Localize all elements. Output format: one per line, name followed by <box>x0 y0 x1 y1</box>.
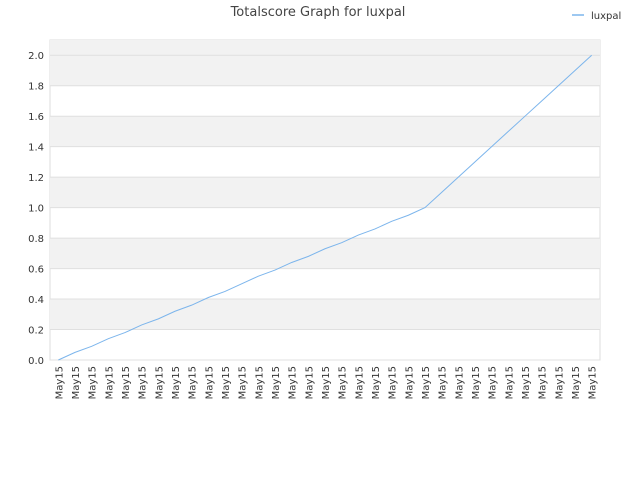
x-tick-label: May15 <box>571 366 582 399</box>
x-tick-label: May15 <box>204 366 215 399</box>
x-tick-label: May15 <box>288 366 299 399</box>
x-tick-label: May15 <box>304 366 315 399</box>
y-tick-label: 1.4 <box>28 143 44 154</box>
x-tick-label: May15 <box>54 366 65 399</box>
x-tick-label: May15 <box>88 366 99 399</box>
x-tick-label: May15 <box>271 366 282 399</box>
x-tick-label: May15 <box>554 366 565 399</box>
x-tick-label: May15 <box>188 366 199 399</box>
y-tick-label: 0.6 <box>28 265 44 276</box>
x-tick-label: May15 <box>454 366 465 399</box>
y-tick-label: 1.8 <box>28 82 44 93</box>
x-tick-label: May15 <box>221 366 232 399</box>
chart-title: Totalscore Graph for luxpal <box>230 5 406 20</box>
x-tick-label: May15 <box>71 366 82 399</box>
x-tick-label: May15 <box>388 366 399 399</box>
x-tick-label: May15 <box>138 366 149 399</box>
x-tick-label: May15 <box>438 366 449 399</box>
y-tick-label: 0.4 <box>28 295 44 306</box>
plot-band <box>50 177 600 208</box>
x-tick-label: May15 <box>521 366 532 399</box>
x-tick-label: May15 <box>338 366 349 399</box>
x-tick-label: May15 <box>588 366 599 399</box>
legend-label: luxpal <box>591 11 621 22</box>
plot-band <box>50 299 600 330</box>
x-tick-label: May15 <box>121 366 132 399</box>
y-tick-label: 2.0 <box>28 51 44 62</box>
y-tick-label: 0.0 <box>28 356 44 367</box>
x-tick-label: May15 <box>421 366 432 399</box>
x-tick-label: May15 <box>371 366 382 399</box>
y-tick-label: 1.2 <box>28 173 44 184</box>
y-tick-label: 1.0 <box>28 204 44 215</box>
plot-band <box>50 116 600 147</box>
x-tick-label: May15 <box>171 366 182 399</box>
plot-band <box>50 40 600 56</box>
x-tick-label: May15 <box>321 366 332 399</box>
plot-band <box>50 238 600 269</box>
x-tick-label: May15 <box>354 366 365 399</box>
y-tick-label: 0.8 <box>28 234 44 245</box>
x-tick-label: May15 <box>104 366 115 399</box>
y-tick-label: 1.6 <box>28 112 44 123</box>
plot-band <box>50 55 600 86</box>
data-line <box>58 54 593 361</box>
x-tick-label: May15 <box>504 366 515 399</box>
y-tick-label: 0.2 <box>28 326 44 337</box>
x-tick-label: May15 <box>538 366 549 399</box>
x-tick-label: May15 <box>238 366 249 399</box>
x-tick-label: May15 <box>404 366 415 399</box>
x-tick-label: May15 <box>254 366 265 399</box>
x-tick-label: May15 <box>488 366 499 399</box>
x-tick-label: May15 <box>154 366 165 399</box>
x-tick-label: May15 <box>471 366 482 399</box>
